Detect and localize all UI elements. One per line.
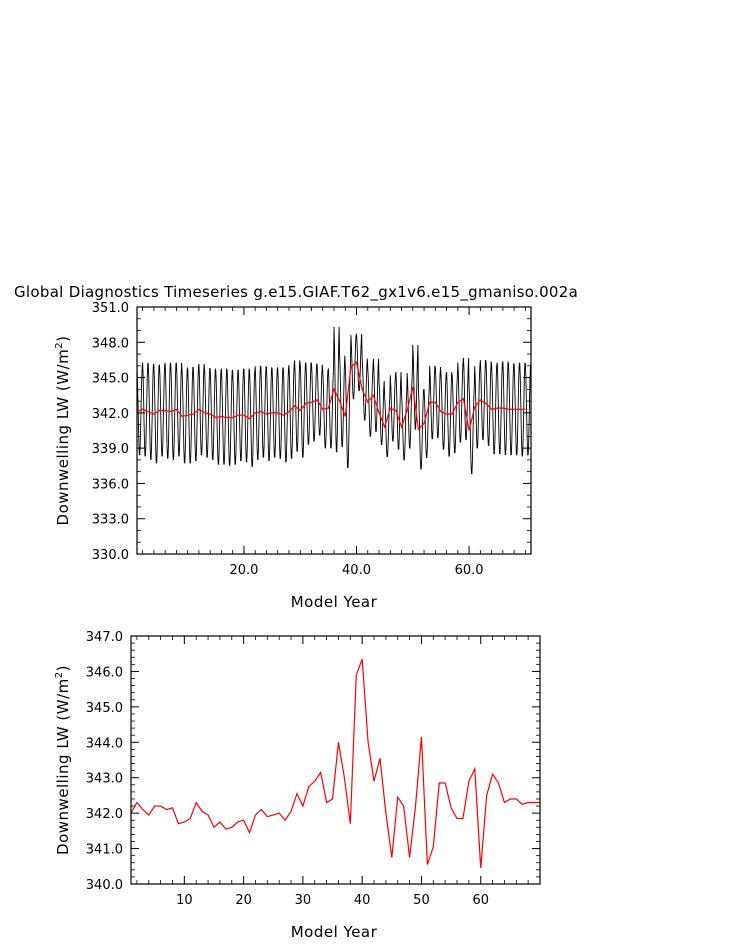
top-axis-ticks: 20.0 40.0 60.0 330.0 333.0 336.0 339.0 342.0 345… xyxy=(92,301,531,578)
top-y-axis-label: Downwelling LW (W/m2) xyxy=(54,336,72,526)
figure-title: Global Diagnostics Timeseries g.e15.GIAF… xyxy=(14,283,578,302)
x-tick-label: 30 xyxy=(295,893,312,908)
x-tick-label: 60.0 xyxy=(455,563,484,578)
y-tick-label: 341.0 xyxy=(86,843,123,858)
monthly-series-line-panel-0 xyxy=(136,326,531,475)
y-tick-label: 348.0 xyxy=(92,336,129,351)
x-tick-label: 60 xyxy=(472,893,489,908)
x-tick-label: 10 xyxy=(176,893,193,908)
y-tick-label: 339.0 xyxy=(92,442,129,457)
bottom-plot-frame xyxy=(130,635,541,885)
top-y-axis-label-end: ) xyxy=(54,336,72,342)
top-timeseries-panel: 20.0 40.0 60.0 330.0 333.0 336.0 339.0 342.0 345… xyxy=(54,301,532,611)
y-tick-label: 345.0 xyxy=(92,372,129,387)
top-y-axis-label-main: Downwelling LW (W/m xyxy=(54,349,72,526)
y-tick-label: 340.0 xyxy=(86,878,123,893)
bottom-y-axis-label: Downwelling LW (W/m2) xyxy=(54,665,72,855)
x-tick-label: 20 xyxy=(235,893,252,908)
annual-mean-line-panel-0 xyxy=(136,361,526,431)
y-tick-label: 330.0 xyxy=(92,548,129,563)
y-tick-label: 342.0 xyxy=(92,407,129,422)
y-tick-label: 347.0 xyxy=(86,630,123,645)
top-series-layer xyxy=(136,326,531,475)
y-tick-label: 346.0 xyxy=(86,665,123,680)
top-x-axis-label: Model Year xyxy=(291,593,378,611)
bottom-annual-panel: 10 20 30 40 50 60 340.0 341.0 342.0 343.0 344.0 345… xyxy=(54,630,541,941)
bottom-y-axis-label-sup: 2 xyxy=(54,671,65,678)
y-tick-label: 345.0 xyxy=(86,701,123,716)
y-tick-label: 342.0 xyxy=(86,807,123,822)
bottom-series-layer xyxy=(130,658,540,869)
bottom-y-axis-label-end: ) xyxy=(54,665,72,671)
x-tick-label: 20.0 xyxy=(229,563,258,578)
x-tick-label: 40.0 xyxy=(342,563,371,578)
bottom-y-axis-label-main: Downwelling LW (W/m xyxy=(54,678,72,855)
annual-mean-line-panel-1 xyxy=(130,658,540,869)
y-tick-label: 343.0 xyxy=(86,772,123,787)
y-tick-label: 333.0 xyxy=(92,513,129,528)
x-tick-label: 40 xyxy=(354,893,371,908)
bottom-x-axis-label: Model Year xyxy=(291,923,378,941)
y-tick-label: 351.0 xyxy=(92,301,129,316)
top-y-axis-label-sup: 2 xyxy=(54,342,65,349)
x-tick-label: 50 xyxy=(413,893,430,908)
y-tick-label: 344.0 xyxy=(86,736,123,751)
y-tick-label: 336.0 xyxy=(92,477,129,492)
bottom-axis-ticks: 10 20 30 40 50 60 340.0 341.0 342.0 343.0 344.0 345… xyxy=(86,630,541,908)
